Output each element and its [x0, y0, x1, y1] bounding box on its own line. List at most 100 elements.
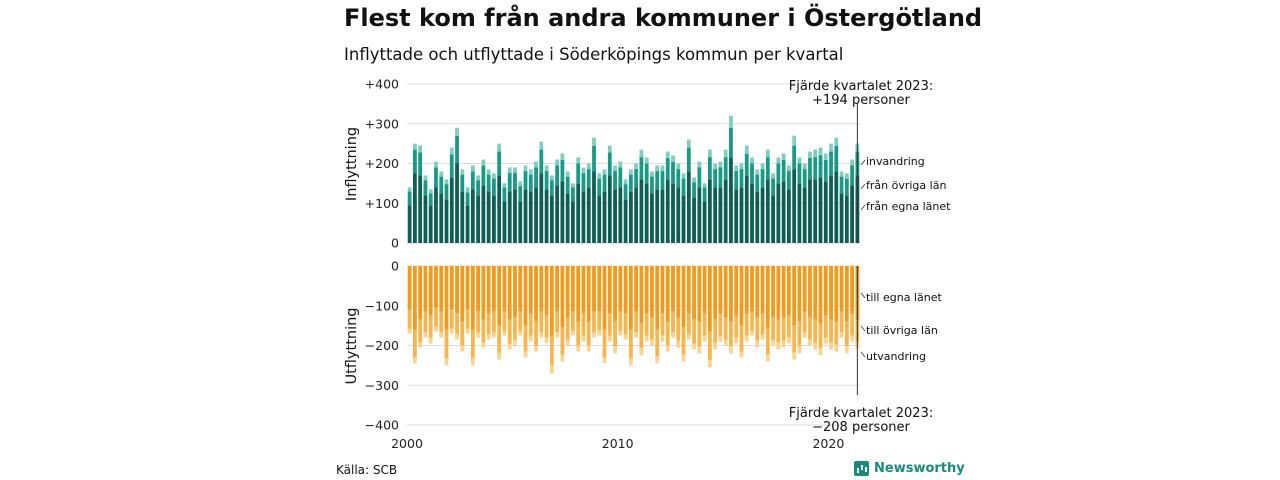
- annotation-bottom-line1: Fjärde kvartalet 2023:: [789, 406, 933, 421]
- bar-out-ovriga: [528, 313, 533, 336]
- bar-in-ovriga: [729, 127, 733, 158]
- bar-in-invandring: [528, 169, 533, 175]
- bar-out-ovriga: [755, 317, 760, 341]
- bar-in-ovriga: [413, 149, 417, 174]
- bar-in-ovriga: [707, 157, 712, 180]
- bar-out-utvandring: [618, 330, 623, 336]
- bar-out-utvandring: [655, 356, 660, 364]
- bar-in-egna: [418, 175, 423, 243]
- bar-in-ovriga: [665, 157, 670, 180]
- y-tick-label: −400: [365, 418, 399, 433]
- bar-in-egna: [623, 199, 628, 243]
- bar-out-egna: [739, 266, 744, 326]
- bar-out-ovriga: [839, 311, 844, 333]
- bar-in-ovriga: [813, 157, 818, 180]
- bar-out-ovriga: [744, 313, 749, 336]
- bar-in-egna: [465, 205, 470, 243]
- x-tick-label: 2000: [391, 436, 423, 451]
- bar-in-invandring: [460, 169, 465, 175]
- series-leader: [860, 292, 866, 299]
- bar-out-ovriga: [850, 313, 854, 336]
- bar-out-ovriga: [581, 313, 586, 336]
- bar-out-egna: [792, 266, 797, 326]
- bar-in-egna: [518, 201, 523, 243]
- bar-in-egna: [713, 187, 718, 243]
- bar-out-ovriga: [497, 325, 502, 353]
- bar-in-ovriga: [739, 169, 744, 188]
- bar-out-ovriga: [813, 319, 818, 343]
- bar-out-ovriga: [539, 311, 544, 333]
- bar-in-ovriga: [771, 178, 775, 196]
- bar-in-ovriga: [829, 151, 833, 176]
- bar-out-egna: [528, 266, 533, 314]
- bar-in-ovriga: [681, 178, 686, 196]
- bar-out-ovriga: [418, 319, 423, 343]
- bar-in-invandring: [734, 165, 739, 172]
- bar-out-utvandring: [502, 330, 507, 336]
- bar-out-egna: [592, 266, 596, 312]
- bar-out-utvandring: [718, 335, 723, 342]
- series-leader: [860, 183, 866, 190]
- bar-in-egna: [507, 191, 512, 243]
- bar-in-egna: [750, 183, 754, 243]
- bar-out-ovriga: [423, 311, 428, 333]
- series-label: till egna länet: [866, 291, 942, 304]
- bar-out-ovriga: [829, 319, 833, 343]
- bar-in-egna: [444, 199, 449, 243]
- bar-out-egna: [702, 266, 707, 314]
- bar-out-egna: [449, 266, 454, 310]
- bar-in-egna: [528, 191, 533, 243]
- bar-out-egna: [628, 266, 633, 330]
- bar-out-utvandring: [808, 339, 812, 346]
- y-tick-label: −300: [365, 378, 399, 393]
- bar-in-invandring: [697, 161, 702, 168]
- bar-out-egna: [465, 266, 470, 310]
- bar-out-egna: [455, 266, 459, 314]
- bar-out-egna: [549, 266, 554, 336]
- bar-in-egna: [823, 181, 828, 243]
- bar-out-egna: [713, 266, 718, 320]
- bar-in-ovriga: [792, 145, 797, 170]
- bar-in-invandring: [844, 173, 849, 179]
- bar-out-egna: [544, 266, 549, 316]
- bar-in-ovriga: [470, 171, 475, 190]
- bar-out-egna: [470, 266, 475, 330]
- bar-out-ovriga: [676, 317, 681, 341]
- bar-in-invandring: [834, 137, 839, 147]
- bar-out-egna: [829, 266, 833, 320]
- bar-in-invandring: [681, 173, 686, 179]
- bar-in-invandring: [602, 169, 607, 175]
- bar-out-ovriga: [707, 331, 712, 361]
- bar-out-utvandring: [707, 360, 712, 368]
- bar-out-ovriga: [655, 329, 660, 357]
- bar-in-ovriga: [560, 159, 565, 182]
- bar-in-egna: [660, 189, 665, 243]
- bar-in-invandring: [797, 157, 802, 164]
- bar-in-egna: [676, 187, 681, 243]
- bar-out-ovriga: [750, 311, 754, 331]
- bar-in-invandring: [650, 171, 654, 177]
- bar-in-egna: [808, 179, 812, 243]
- bar-in-invandring: [486, 169, 491, 175]
- bar-out-egna: [634, 266, 639, 312]
- annotation-top-line2: +194 personer: [812, 93, 910, 108]
- bar-in-invandring: [613, 165, 617, 172]
- bar-out-egna: [613, 266, 617, 322]
- bar-out-ovriga: [560, 327, 565, 355]
- bar-in-egna: [765, 179, 770, 243]
- bar-out-ovriga: [613, 321, 617, 347]
- bar-in-invandring: [513, 167, 517, 173]
- bar-out-utvandring: [476, 332, 481, 338]
- bar-in-ovriga: [607, 152, 612, 176]
- bar-in-ovriga: [592, 146, 596, 172]
- bar-out-egna: [813, 266, 818, 320]
- bar-in-egna: [802, 187, 807, 243]
- bar-out-egna: [665, 266, 670, 322]
- bar-in-invandring: [718, 161, 723, 168]
- bar-in-invandring: [597, 173, 602, 179]
- bar-out-egna: [744, 266, 749, 314]
- series-label: utvandring: [866, 350, 926, 363]
- bar-out-utvandring: [729, 346, 733, 354]
- bar-in-invandring: [618, 161, 623, 168]
- bar-in-egna: [850, 185, 854, 243]
